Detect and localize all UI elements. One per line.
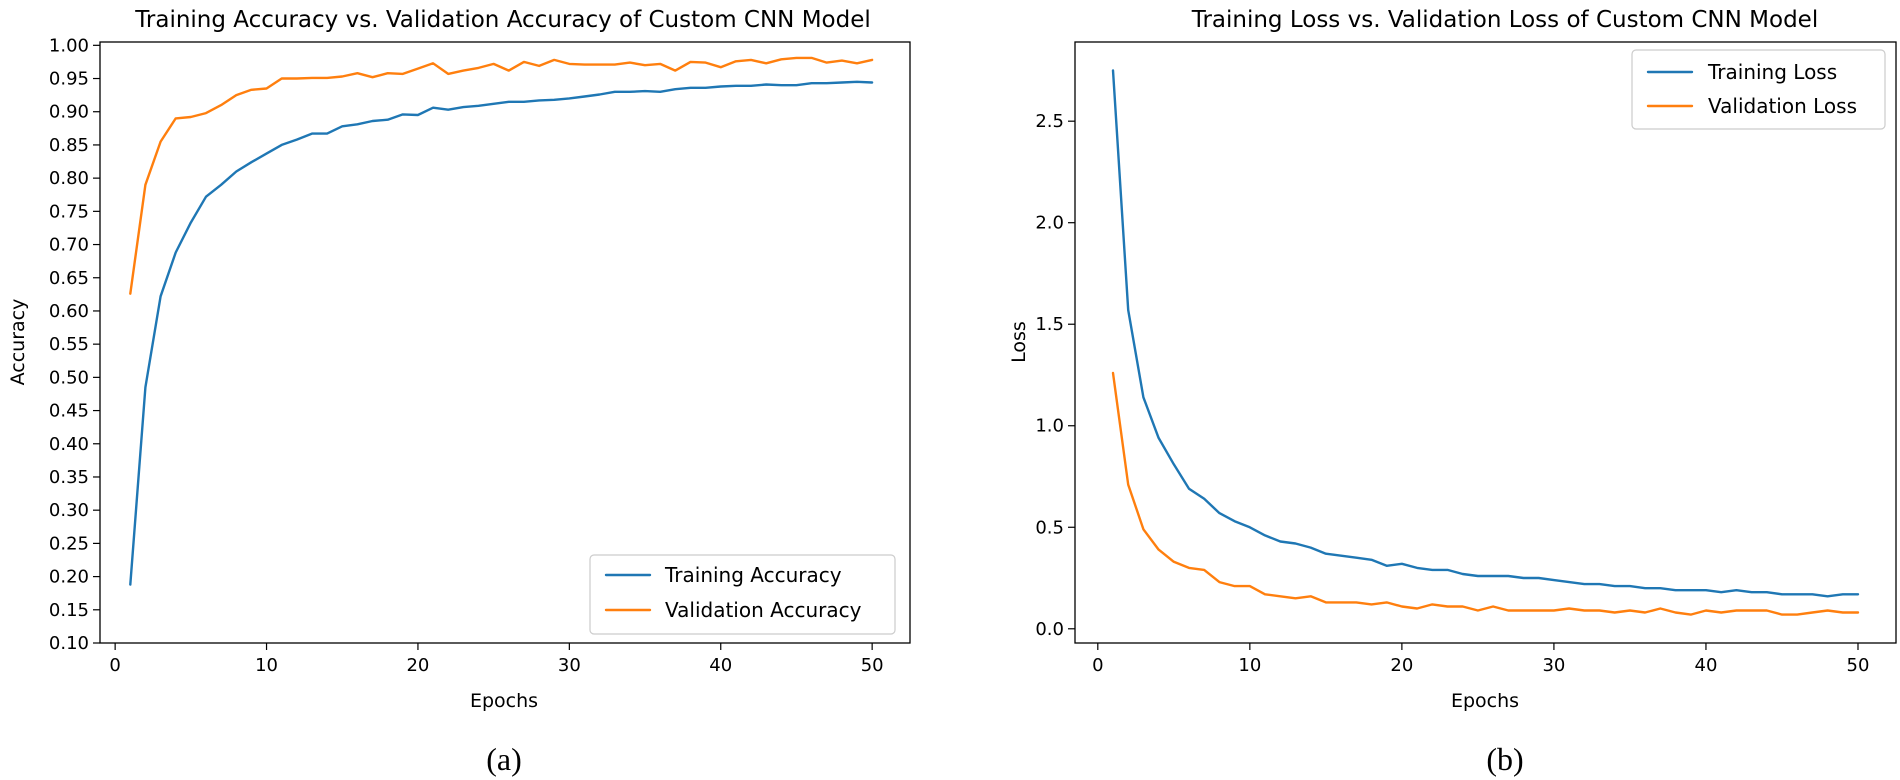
loss-x-tick-label: 0 — [1092, 655, 1103, 676]
loss-plot-frame — [1074, 41, 1897, 644]
loss-y-tick-label: 2.5 — [1035, 111, 1064, 132]
validation-accuracy-line — [129, 56, 874, 295]
accuracy-y-tick-label: 0.65 — [49, 268, 89, 289]
accuracy-y-tick-label: 0.30 — [49, 500, 89, 521]
panel-label-b: (b) — [1486, 741, 1523, 777]
loss-y-axis-label: Loss — [1008, 321, 1030, 363]
loss-x-tick-label: 30 — [1542, 655, 1565, 676]
accuracy-x-tick-label: 50 — [861, 655, 884, 676]
loss-x-tick-label: 50 — [1847, 655, 1870, 676]
accuracy-y-tick-label: 0.60 — [49, 301, 89, 322]
accuracy-y-axis-label: Accuracy — [7, 299, 29, 386]
accuracy-y-tick-label: 0.75 — [49, 201, 89, 222]
accuracy-legend-box — [589, 554, 896, 635]
accuracy-x-axis-label: Epochs — [470, 690, 538, 712]
accuracy-y-tick-label: 0.80 — [49, 168, 89, 189]
accuracy-y-tick-label: 0.50 — [49, 367, 89, 388]
panel-label-a: (a) — [486, 741, 522, 777]
accuracy-y-tick-label: 0.90 — [49, 102, 89, 123]
legend-label-validation-loss: Validation Loss — [1708, 94, 1857, 118]
legend-label-training-loss: Training Loss — [1707, 60, 1837, 84]
legend-label-training-accuracy: Training Accuracy — [664, 563, 842, 587]
accuracy-x-tick-label: 20 — [406, 655, 429, 676]
legend-label-validation-accuracy: Validation Accuracy — [665, 598, 862, 622]
loss-y-tick-label: 1.5 — [1035, 314, 1064, 335]
loss-panel: Training Loss vs. Validation Loss of Cus… — [1008, 7, 1897, 777]
accuracy-legend: Training Accuracy Validation Accuracy — [589, 554, 896, 635]
accuracy-y-tick-label: 0.95 — [49, 69, 89, 90]
loss-x-axis-label: Epochs — [1451, 690, 1519, 712]
loss-x-tick-label: 20 — [1390, 655, 1413, 676]
loss-x-tick-label: 10 — [1238, 655, 1261, 676]
accuracy-x-tick-label: 0 — [109, 655, 120, 676]
accuracy-x-tick-label: 40 — [709, 655, 732, 676]
accuracy-y-tick-label: 0.40 — [49, 434, 89, 455]
accuracy-y-tick-label: 0.35 — [49, 467, 89, 488]
accuracy-y-tick-label: 0.15 — [49, 600, 89, 621]
accuracy-y-tick-label: 0.85 — [49, 135, 89, 156]
loss-y-tick-label: 0.0 — [1035, 619, 1064, 640]
accuracy-chart-title: Training Accuracy vs. Validation Accurac… — [134, 7, 871, 33]
accuracy-x-tick-label: 30 — [558, 655, 581, 676]
loss-y-tick-label: 0.5 — [1035, 517, 1064, 538]
loss-chart-title: Training Loss vs. Validation Loss of Cus… — [1191, 7, 1818, 33]
loss-y-tick-label: 2.0 — [1035, 213, 1064, 234]
accuracy-y-tick-label: 0.10 — [49, 633, 89, 654]
loss-legend-box — [1631, 49, 1886, 130]
validation-loss-line — [1111, 371, 1860, 616]
accuracy-y-tick-label: 0.45 — [49, 401, 89, 422]
loss-series-group — [1111, 69, 1860, 616]
loss-x-tick-label: 40 — [1695, 655, 1718, 676]
accuracy-x-tick-label: 10 — [255, 655, 278, 676]
accuracy-y-tick-label: 0.70 — [49, 235, 89, 256]
training-loss-line — [1111, 69, 1860, 598]
loss-y-tick-label: 1.0 — [1035, 416, 1064, 437]
accuracy-series-group — [129, 56, 874, 586]
accuracy-plot-frame — [99, 41, 911, 644]
accuracy-y-tick-label: 0.20 — [49, 567, 89, 588]
loss-axes-ticks: 0 10 20 30 40 50 0.0 0.5 1.0 1.5 2.0 2.5 — [1035, 111, 1869, 676]
loss-legend: Training Loss Validation Loss — [1631, 49, 1886, 130]
accuracy-axes-ticks: 0 10 20 30 40 50 0.10 0.15 0.20 0.25 0.30 0.35 0.40 0… — [49, 35, 884, 676]
accuracy-y-tick-label: 0.55 — [49, 334, 89, 355]
accuracy-panel: Training Accuracy vs. Validation Accurac… — [7, 7, 911, 777]
training-accuracy-line — [129, 80, 874, 586]
accuracy-y-tick-label: 1.00 — [49, 35, 89, 56]
accuracy-y-tick-label: 0.25 — [49, 533, 89, 554]
